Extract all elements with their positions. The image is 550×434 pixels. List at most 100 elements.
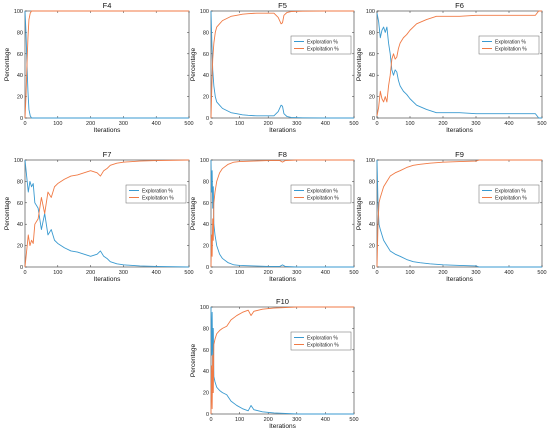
- y-tick-label: 40: [203, 369, 209, 375]
- chart-title: F8: [278, 150, 287, 159]
- x-tick-label: 0: [375, 270, 378, 276]
- legend-box: [290, 35, 352, 55]
- y-tick-label: 80: [17, 30, 23, 36]
- chart-title: F6: [455, 1, 464, 10]
- plot-frame: [24, 159, 190, 268]
- x-tick-label: 400: [504, 270, 513, 276]
- series-line-exploitation: [24, 159, 190, 268]
- y-tick-label: 60: [369, 201, 375, 207]
- y-tick-label: 60: [369, 52, 375, 58]
- y-tick-label: 0: [206, 265, 209, 271]
- x-tick-label: 100: [235, 270, 244, 276]
- y-tick-label: 40: [203, 222, 209, 228]
- legend: Exploration %Exploitation %: [478, 184, 540, 204]
- y-tick-label: 60: [203, 348, 209, 354]
- y-axis-label: Percentage: [356, 47, 363, 81]
- x-tick-label: 500: [349, 270, 358, 276]
- legend-box: [125, 184, 187, 204]
- chart-title: F10: [276, 297, 289, 306]
- series-line-exploitation: [210, 159, 354, 268]
- legend-label: Exploration %: [307, 336, 338, 342]
- x-tick-label: 400: [504, 121, 513, 127]
- y-tick-label: 100: [14, 9, 23, 15]
- x-tick-label: 300: [292, 121, 301, 127]
- y-tick-label: 100: [366, 158, 375, 164]
- y-tick-label: 0: [372, 116, 375, 122]
- subplot-f9: F9 0 100 200 300 400 500 0 20 40 60 80 100 Iterations…: [356, 150, 547, 283]
- y-axis-label: Percentage: [4, 47, 11, 81]
- y-tick-label: 20: [203, 244, 209, 250]
- x-tick-label: 200: [264, 270, 273, 276]
- x-tick-label: 100: [53, 121, 62, 127]
- x-tick-label: 200: [264, 417, 273, 423]
- legend: Exploration %Exploitation %: [290, 331, 352, 351]
- y-tick-label: 0: [206, 116, 209, 122]
- x-tick-label: 400: [321, 270, 330, 276]
- x-tick-label: 200: [264, 121, 273, 127]
- subplot-f8: F8 0 100 200 300 400 500 0 20 40 60 80 100 Iterations…: [190, 150, 359, 283]
- x-tick-label: 0: [209, 270, 212, 276]
- legend-label: Exploitation %: [142, 196, 174, 202]
- subplot-f5: F5 0 100 200 300 400 500 0 20 40 60 80 100 Iterations…: [190, 1, 359, 134]
- y-axis-label: Percentage: [190, 343, 197, 377]
- x-tick-label: 0: [23, 270, 26, 276]
- x-tick-label: 500: [184, 121, 193, 127]
- x-tick-label: 100: [405, 121, 414, 127]
- y-tick-label: 100: [200, 158, 209, 164]
- legend-box: [290, 184, 352, 204]
- legend: Exploration %Exploitation %: [290, 184, 352, 204]
- y-tick-label: 20: [17, 95, 23, 101]
- legend-label: Exploration %: [307, 40, 338, 46]
- legend-box: [478, 35, 540, 55]
- x-tick-label: 100: [53, 270, 62, 276]
- y-tick-label: 80: [203, 30, 209, 36]
- legend-label: Exploration %: [495, 40, 526, 46]
- series-line-exploration: [376, 159, 542, 268]
- x-tick-label: 300: [119, 121, 128, 127]
- plot-frame: [210, 159, 355, 268]
- y-tick-label: 0: [20, 265, 23, 271]
- x-axis-label: Iterations: [269, 127, 296, 134]
- y-tick-label: 0: [20, 116, 23, 122]
- x-tick-label: 200: [438, 121, 447, 127]
- y-tick-label: 20: [203, 95, 209, 101]
- series-line-exploitation: [210, 10, 354, 119]
- y-tick-label: 20: [369, 95, 375, 101]
- series-line-exploration: [210, 159, 354, 268]
- chart-title: F9: [455, 150, 464, 159]
- series-line-exploitation: [376, 159, 542, 268]
- x-tick-label: 500: [349, 417, 358, 423]
- plot-frame: [210, 10, 355, 119]
- y-tick-label: 80: [17, 179, 23, 185]
- x-tick-label: 400: [321, 121, 330, 127]
- x-axis-label: Iterations: [94, 127, 121, 134]
- x-tick-label: 500: [349, 121, 358, 127]
- series-line-exploitation: [210, 306, 354, 415]
- x-tick-label: 400: [152, 121, 161, 127]
- series-line-exploration: [24, 159, 190, 268]
- x-tick-label: 300: [292, 417, 301, 423]
- y-tick-label: 0: [372, 265, 375, 271]
- x-tick-label: 300: [471, 121, 480, 127]
- legend-label: Exploitation %: [495, 47, 527, 53]
- x-tick-label: 400: [152, 270, 161, 276]
- chart-title: F7: [103, 150, 112, 159]
- x-tick-label: 500: [537, 121, 546, 127]
- y-tick-label: 20: [17, 244, 23, 250]
- x-tick-label: 200: [86, 121, 95, 127]
- x-tick-label: 300: [471, 270, 480, 276]
- x-tick-label: 200: [86, 270, 95, 276]
- x-tick-label: 0: [23, 121, 26, 127]
- subplot-f10: F10 0 100 200 300 400 500 0 20 40 60 80 100 Iteration…: [190, 297, 359, 430]
- y-tick-label: 0: [206, 412, 209, 418]
- x-tick-label: 500: [537, 270, 546, 276]
- series-line-exploration: [24, 10, 189, 119]
- y-tick-label: 100: [14, 158, 23, 164]
- series-line-exploitation: [376, 10, 542, 116]
- plot-frame: [376, 10, 543, 119]
- plot-frame: [210, 306, 355, 415]
- y-tick-label: 40: [369, 73, 375, 79]
- x-tick-label: 300: [119, 270, 128, 276]
- plot-frame: [376, 159, 543, 268]
